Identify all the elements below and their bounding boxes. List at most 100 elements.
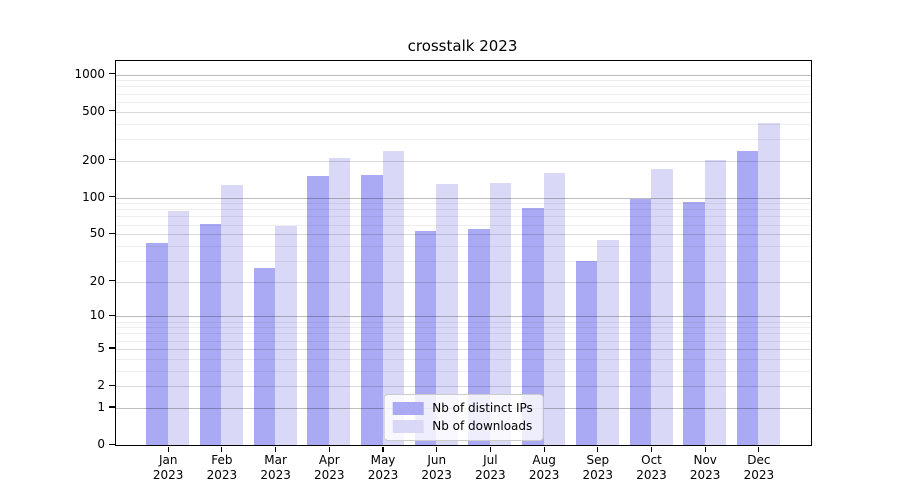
bar-ips-mar-2023 [253,268,276,445]
gridline-mid-2 [116,386,811,388]
y-tick-label-5: 5 [97,340,105,355]
y-tick-mark-20 [109,280,115,282]
y-tick-label-50: 50 [89,226,105,241]
legend-swatch-distinct-ips [392,401,424,415]
bar-ips-may-2023 [361,174,383,445]
gridline-minor-6 [116,340,811,342]
legend-label-distinct-ips: Nb of distinct IPs [432,401,533,415]
x-tick-mark-jul-2023 [489,447,491,452]
bar-ips-jul-2023 [468,229,490,445]
bar-downloads-mar-2023 [275,226,297,445]
gridline-major-1000 [116,74,811,76]
gridline-minor-30 [116,260,811,262]
legend: Nb of distinct IPs Nb of downloads [383,394,544,441]
gridline-minor-800 [116,86,811,88]
gridline-minor-40 [116,245,811,247]
chart-title: crosstalk 2023 [407,37,518,55]
legend-label-downloads: Nb of downloads [432,419,533,433]
x-tick-label-dec-2023: Dec 2023 [743,453,775,482]
x-tick-mark-jan-2023 [167,447,169,452]
x-tick-mark-mar-2023 [275,447,277,452]
bar-downloads-dec-2023 [758,123,780,445]
y-tick-mark-200 [109,159,115,161]
y-tick-mark-50 [109,232,115,234]
y-tick-label-0: 0 [97,437,105,451]
bar-downloads-aug-2023 [543,173,566,445]
gridline-minor-3 [116,370,811,372]
x-tick-label-apr-2023: Apr 2023 [314,453,345,482]
y-tick-mark-1000 [109,73,115,75]
x-tick-mark-apr-2023 [328,447,330,452]
gridline-minor-80 [116,209,811,211]
bar-ips-sep-2023 [575,260,598,445]
x-tick-mark-may-2023 [382,447,384,452]
y-tick-label-500: 500 [82,103,105,118]
bar-ips-jun-2023 [414,231,437,445]
x-tick-label-mar-2023: Mar 2023 [260,453,291,482]
gridline-mid-50 [116,234,811,236]
legend-swatch-downloads [392,419,424,433]
x-tick-label-jan-2023: Jan 2023 [152,453,184,482]
gridline-minor-7 [116,333,811,335]
x-tick-mark-oct-2023 [650,447,653,452]
x-tick-mark-jun-2023 [436,447,438,452]
bar-downloads-oct-2023 [651,169,673,445]
bar-downloads-jun-2023 [436,183,458,445]
y-tick-label-1: 1 [97,399,105,414]
gridline-minor-90 [116,203,811,205]
gridline-mid-5 [116,348,811,350]
y-tick-mark-0 [109,443,115,445]
x-tick-mark-dec-2023 [758,447,760,452]
y-tick-mark-2 [109,384,115,386]
x-tick-label-sep-2023: Sep 2023 [582,453,614,482]
x-tick-mark-feb-2023 [221,447,223,452]
x-tick-label-oct-2023: Oct 2023 [636,453,667,482]
gridline-minor-9 [116,321,811,323]
bar-ips-nov-2023 [683,201,705,445]
gridline-minor-700 [116,93,811,95]
y-tick-mark-100 [109,196,115,198]
gridline-mid-20 [116,281,811,283]
x-tick-mark-aug-2023 [543,447,545,452]
bar-downloads-nov-2023 [704,160,727,445]
y-tick-label-1000: 1000 [74,66,105,81]
x-tick-label-may-2023: May 2023 [367,453,399,482]
bar-downloads-sep-2023 [597,239,619,445]
gridline-major-10 [116,316,811,318]
y-tick-mark-5 [109,347,115,349]
bar-downloads-jul-2023 [489,182,512,445]
y-tick-label-100: 100 [82,189,105,204]
bar-ips-apr-2023 [307,175,329,445]
y-tick-label-200: 200 [82,152,105,167]
gridline-minor-900 [116,80,811,82]
bar-ips-aug-2023 [522,208,544,445]
x-tick-label-aug-2023: Aug 2023 [528,453,560,482]
x-tick-label-jul-2023: Jul 2023 [475,453,506,482]
y-tick-mark-1 [109,406,115,408]
x-tick-mark-nov-2023 [704,447,706,452]
x-tick-label-feb-2023: Feb 2023 [206,453,238,482]
bar-ips-dec-2023 [736,151,759,445]
y-tick-label-20: 20 [89,273,105,288]
legend-item-distinct-ips: Nb of distinct IPs [392,401,533,415]
gridline-minor-300 [116,138,811,140]
x-tick-mark-sep-2023 [597,447,599,452]
gridline-minor-4 [116,358,811,360]
gridline-mid-200 [116,160,811,162]
gridline-minor-8 [116,327,811,329]
y-tick-mark-10 [109,314,115,317]
gridline-minor-70 [116,216,811,218]
gridline-major-100 [116,197,811,199]
gridline-minor-60 [116,224,811,226]
y-tick-label-2: 2 [97,378,105,393]
bar-ips-jan-2023 [146,243,168,445]
x-tick-label-nov-2023: Nov 2023 [689,453,721,482]
y-tick-label-10: 10 [89,308,105,323]
plot-area: Nb of distinct IPs Nb of downloads [115,60,812,446]
bar-downloads-feb-2023 [221,184,243,445]
y-tick-mark-500 [109,110,115,112]
bar-downloads-apr-2023 [328,157,351,445]
gridline-mid-500 [116,111,811,113]
legend-item-downloads: Nb of downloads [392,419,533,433]
